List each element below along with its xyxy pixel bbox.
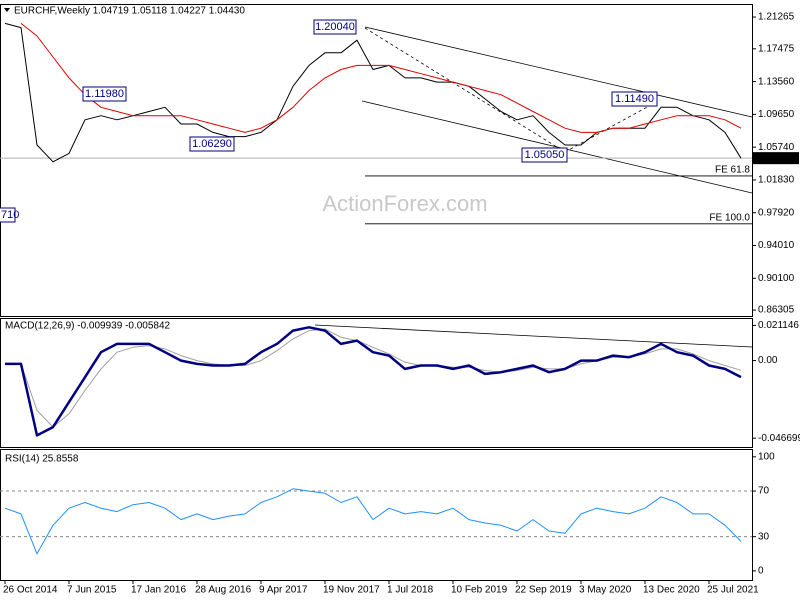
x-tick-label: 25 Jul 2021: [707, 585, 759, 596]
annotation: 1.11490: [615, 93, 654, 105]
label-box: [82, 86, 127, 102]
y-tick-label: 0.94010: [758, 240, 795, 251]
channel-upper: [364, 26, 753, 118]
series-line: [4, 488, 742, 555]
annotation: 1.11980: [85, 88, 124, 100]
price-title: EURCHF,Weekly 1.04719 1.05118 1.04227 1.…: [14, 6, 245, 17]
y-tick-label: 1.05740: [758, 142, 795, 153]
annotations: 1.20040 1.11980 1.06290 1.05050 1.11490 …: [0, 19, 658, 223]
series-line: [20, 23, 742, 133]
label-box: [189, 136, 235, 152]
symbol-icon: [4, 8, 10, 12]
channel-lower: [361, 100, 753, 194]
x-tick-label: 22 Sep 2019: [515, 585, 572, 596]
watermark: ActionForex.com: [322, 191, 487, 216]
rsi-title: RSI(14) 25.8558: [5, 454, 79, 465]
label-box: [313, 19, 357, 35]
price-panel: [0, 4, 753, 317]
last-price-label: 1.04430: [756, 153, 793, 164]
y-tick-label: 1.21265: [758, 12, 795, 23]
y-tick-label: 1.17475: [758, 43, 795, 54]
x-tick-label: 7 Jun 2015: [67, 585, 117, 596]
x-tick-label: 10 Feb 2019: [451, 585, 508, 596]
label-box: [611, 91, 658, 107]
macd-title: MACD(12,26,9) -0.009939 -0.005842: [5, 321, 171, 332]
y-tick-label: 0.90100: [758, 273, 795, 284]
y-tick-label: 100: [758, 451, 775, 462]
x-tick-label: 28 Aug 2016: [195, 585, 252, 596]
y-tick-label: 70: [758, 486, 770, 497]
macd-panel: [0, 318, 753, 448]
x-tick-label: 9 Apr 2017: [259, 585, 308, 596]
last-price-box: [753, 152, 799, 165]
x-tick-label: 13 Dec 2020: [643, 585, 700, 596]
label-box: [521, 147, 568, 163]
y-tick-label: 0.97920: [758, 207, 795, 218]
y-tick-label: 30: [758, 531, 770, 542]
y-tick-label: -0.046699: [758, 433, 800, 444]
annotation: 1.06290: [192, 138, 232, 150]
x-tick-label: 17 Jan 2016: [131, 585, 186, 596]
y-tick-label: 1.01830: [758, 175, 795, 186]
x-tick-label: 26 Oct 2014: [3, 585, 58, 596]
rsi-panel: [0, 449, 753, 581]
macd-trendline: [314, 324, 753, 348]
label-box: [0, 207, 16, 223]
y-tick-label: 0.00: [758, 355, 778, 366]
y-tick-label: 0.021146: [758, 320, 799, 331]
series-line: [5, 326, 742, 437]
y-tick-label: 1.09650: [758, 109, 795, 120]
y-tick-label: 0: [758, 566, 764, 577]
y-tick-label: 0.86305: [758, 305, 795, 316]
annotation: 1.20040: [315, 21, 355, 33]
fe-label: FE 100.0: [709, 212, 750, 223]
wave-line: [564, 99, 661, 153]
x-tick-label: 3 May 2020: [579, 585, 632, 596]
annotation: 710: [1, 209, 19, 221]
x-tick-label: 1 Jul 2018: [387, 585, 434, 596]
x-tick-label: 19 Nov 2017: [323, 585, 380, 596]
y-tick-label: 1.13560: [758, 76, 795, 87]
fe-label: FE 61.8: [715, 165, 750, 176]
annotation: 1.05050: [525, 149, 565, 161]
